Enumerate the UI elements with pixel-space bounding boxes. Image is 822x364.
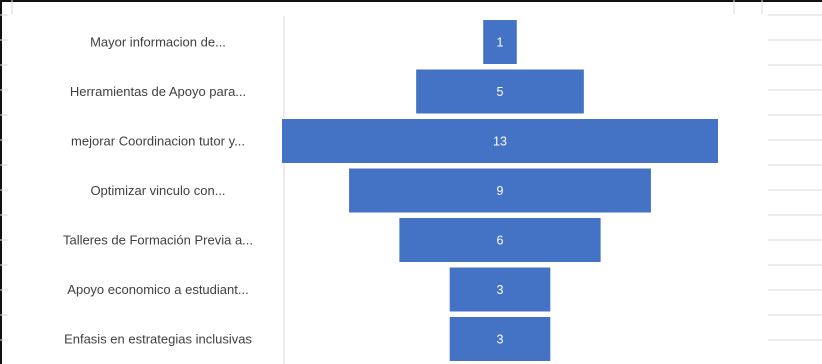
data-label: 9 [497, 184, 504, 198]
funnel-bar [483, 20, 517, 64]
category-labels: Mayor informacion de... Herramientas de A… [63, 35, 253, 347]
funnel-bar [349, 168, 651, 213]
data-label: 1 [497, 36, 504, 50]
funnel-bar [449, 317, 551, 361]
data-label: 5 [497, 85, 504, 99]
category-label: Optimizar vinculo con... [90, 183, 225, 198]
category-label: Herramientas de Apoyo para... [70, 84, 246, 99]
funnel-bar [416, 69, 584, 114]
category-label: Enfasis en estrategias inclusivas [64, 332, 252, 347]
category-label: mejorar Coordinacion tutor y... [71, 134, 245, 149]
funnel-bars [282, 20, 718, 361]
category-label: Apoyo economico a estudiant... [67, 282, 248, 297]
data-labels: 1 5 13 9 6 3 3 [493, 36, 507, 347]
category-label: Talleres de Formación Previa a... [63, 233, 253, 248]
data-label: 6 [497, 234, 504, 248]
funnel-bar [449, 267, 551, 312]
funnel-bar [399, 218, 601, 262]
data-label: 3 [497, 283, 504, 297]
data-label: 13 [493, 135, 507, 149]
funnel-bar [282, 119, 718, 163]
category-label: Mayor informacion de... [90, 35, 226, 50]
data-label: 3 [497, 333, 504, 347]
